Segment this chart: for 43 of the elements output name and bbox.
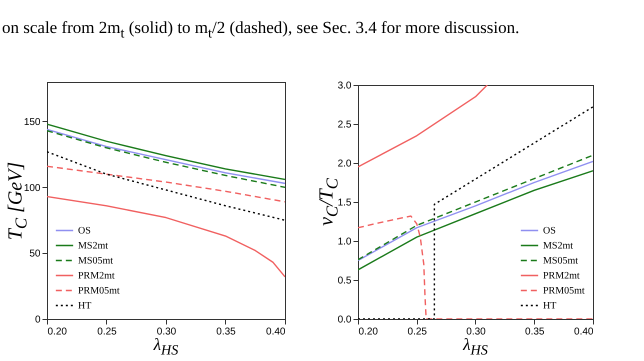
x-tick-label: 0.35 <box>525 326 545 338</box>
x-tick-label: 0.30 <box>466 326 486 338</box>
y-tick-label: 2.5 <box>338 120 352 130</box>
legend-label: MS2mt <box>78 240 108 252</box>
line-series <box>47 166 285 203</box>
legend-label: HT <box>78 300 92 312</box>
x-tick-label: 0.40 <box>574 326 594 338</box>
x-tick-label: 0.25 <box>408 326 428 338</box>
y-tick-label: 50 <box>29 248 41 260</box>
legend-label: MS05mt <box>78 256 114 266</box>
legend-label: PRM2mt <box>543 270 580 282</box>
legend-label: PRM05mt <box>78 286 120 296</box>
x-axis-title: λ$_{HS}$ <box>463 335 488 358</box>
y-tick-label: 150 <box>24 117 41 128</box>
line-series <box>47 196 285 278</box>
y-tick-label: 0.5 <box>338 276 352 286</box>
legend-label: MS2mt <box>543 240 574 252</box>
line-series <box>358 85 488 168</box>
y-tick-label: 0 <box>34 314 41 326</box>
line-series <box>358 215 593 319</box>
line-series <box>47 151 285 221</box>
y-tick-label: 2.0 <box>338 158 352 170</box>
x-tick-label: 0.40 <box>266 326 286 338</box>
legend-label: PRM2mt <box>78 270 115 282</box>
line-series <box>47 123 285 180</box>
text: on scale from 2m$_{t}$ (solid) to m$_{t}$/2 (dashed), see Sec. 3.4 for more discussion. <box>2 18 520 42</box>
y-tick-label: 3.0 <box>338 80 352 92</box>
x-tick-label: 0.20 <box>48 326 68 338</box>
line-series <box>358 170 593 271</box>
legend-label: OS <box>543 226 556 236</box>
x-axis-title: λ$_{HS}$ <box>154 335 178 358</box>
legend-label: PRM05mt <box>543 286 585 296</box>
x-tick-label: 0.25 <box>97 326 118 338</box>
legend-label: HT <box>543 300 556 312</box>
y-tick-label: 100 <box>24 182 41 194</box>
legend-label: OS <box>78 226 91 236</box>
x-tick-label: 0.30 <box>156 326 177 338</box>
y-tick-label: 1.5 <box>338 198 352 208</box>
y-tick-label: 1.0 <box>338 236 352 248</box>
x-tick-label: 0.20 <box>358 326 378 338</box>
legend-label: MS05mt <box>543 256 578 266</box>
y-tick-label: 0.0 <box>338 314 352 326</box>
x-tick-label: 0.35 <box>216 326 236 338</box>
